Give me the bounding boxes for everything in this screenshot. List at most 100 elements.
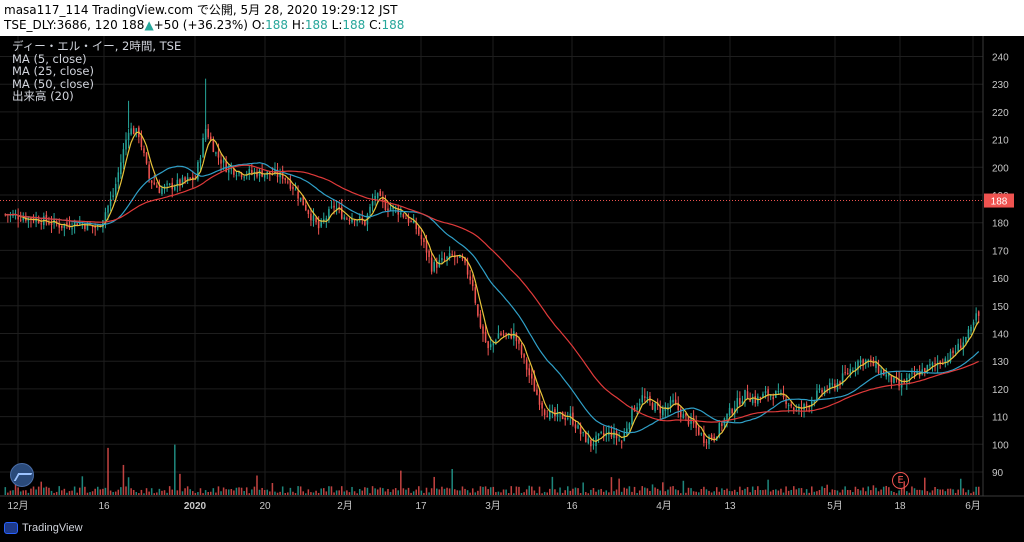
candle-body: [99, 224, 102, 227]
volume-bar: [266, 489, 269, 495]
candle-body: [325, 218, 328, 221]
x-tick-label: 2020: [184, 501, 207, 512]
candle-body: [949, 351, 952, 362]
close-label: C:: [369, 18, 382, 32]
tradingview-circle-icon[interactable]: [10, 463, 34, 487]
candle-body: [122, 149, 125, 163]
candle-body: [71, 228, 73, 230]
volume-bar: [844, 486, 846, 495]
legend-title[interactable]: ディー・エル・イー, 2時間, TSE: [12, 39, 182, 53]
y-tick-label: 230: [992, 80, 1009, 91]
candle-body: [428, 250, 430, 257]
volume-bar: [669, 486, 672, 495]
candle-body: [703, 432, 705, 443]
volume-bar: [900, 488, 903, 495]
candle-body: [387, 208, 389, 211]
volume-bar: [857, 489, 859, 495]
candle-body: [613, 431, 615, 439]
volume-bar: [697, 492, 700, 495]
volume-bar: [767, 479, 769, 495]
candle-body: [662, 409, 664, 416]
volume-bar: [728, 491, 731, 495]
candle-body: [238, 171, 240, 174]
low-label: L:: [331, 18, 343, 32]
volume-bar: [867, 486, 870, 495]
candle-body: [577, 425, 579, 429]
volume-bar: [443, 488, 446, 495]
candle-body: [941, 363, 944, 365]
y-tick-label: 130: [992, 357, 1009, 368]
candle-body: [58, 223, 60, 228]
candle-body: [844, 372, 846, 374]
volume-bar: [45, 486, 48, 495]
volume-bar: [582, 482, 584, 495]
volume-bar: [852, 492, 854, 495]
candle-body: [371, 201, 374, 206]
time-axis[interactable]: 12月 16 2020 20 2月 17 3月 16 4月 13 5月 18 6月: [7, 500, 980, 512]
candle-body: [374, 196, 376, 200]
volume-bar: [970, 493, 972, 495]
volume-bar: [677, 490, 679, 495]
price-chart[interactable]: 9010011012013014015016017018019020021022…: [0, 36, 1024, 542]
candle-body: [497, 333, 500, 339]
volume-bar: [780, 488, 782, 495]
candle-body: [294, 189, 297, 191]
volume-bar: [790, 489, 792, 495]
volume-bar: [885, 485, 888, 495]
candle-body: [597, 433, 600, 436]
candle-body: [944, 358, 947, 364]
volume-bar: [620, 491, 623, 495]
legend-volume[interactable]: 出来高 (20): [12, 89, 74, 103]
candle-body: [145, 152, 148, 164]
candle-body: [495, 340, 497, 343]
volume-bar: [78, 487, 81, 495]
earnings-event-icon[interactable]: E: [892, 472, 909, 489]
candle-body: [970, 326, 972, 332]
volume-bar: [163, 490, 166, 495]
volume-bar: [222, 487, 225, 495]
candle-body: [536, 389, 538, 395]
volume-bar: [338, 490, 340, 495]
volume-bar: [412, 491, 415, 495]
volume-bar: [613, 491, 615, 495]
candle-body: [333, 205, 335, 208]
volume-bar: [934, 486, 936, 495]
candle-body: [150, 180, 153, 183]
candle-body: [263, 174, 266, 178]
candle-body: [697, 427, 700, 435]
volume-bar: [233, 490, 235, 495]
volume-bar: [736, 491, 739, 495]
volume-bar: [528, 485, 531, 495]
candle-body: [602, 433, 605, 436]
volume-bar: [772, 489, 775, 495]
volume-bar: [877, 491, 880, 495]
legend-ma25[interactable]: MA (25, close): [12, 64, 94, 78]
volume-bar: [484, 486, 487, 495]
volume-bar: [561, 492, 564, 495]
volume-bar: [50, 490, 53, 495]
candle-body: [199, 157, 202, 163]
legend-ma50[interactable]: MA (50, close): [12, 76, 94, 91]
candle-body: [132, 128, 135, 135]
volume-bar: [281, 486, 284, 495]
candle-body: [469, 276, 471, 281]
volume-bar: [389, 492, 392, 495]
last-price-tag: [984, 193, 1014, 208]
x-tick-label: 2月: [337, 500, 353, 512]
candle-body: [967, 329, 970, 339]
candle-body: [677, 402, 679, 411]
candle-body: [322, 219, 325, 221]
legend-ma5[interactable]: MA (5, close): [12, 51, 87, 66]
candle-body: [710, 434, 713, 439]
candle-body: [292, 186, 294, 190]
publish-info: masa117_114 TradingView.com で公開, 5月 28, …: [4, 3, 398, 17]
candle-body: [672, 399, 674, 403]
volume-bar: [633, 486, 636, 495]
volume-bar: [320, 488, 322, 495]
volume-bar: [402, 488, 405, 495]
candle-body: [931, 362, 934, 366]
volume-bar: [58, 486, 60, 495]
volume-bar: [882, 486, 885, 495]
volume-bar: [762, 490, 764, 495]
volume-bar: [127, 477, 130, 495]
